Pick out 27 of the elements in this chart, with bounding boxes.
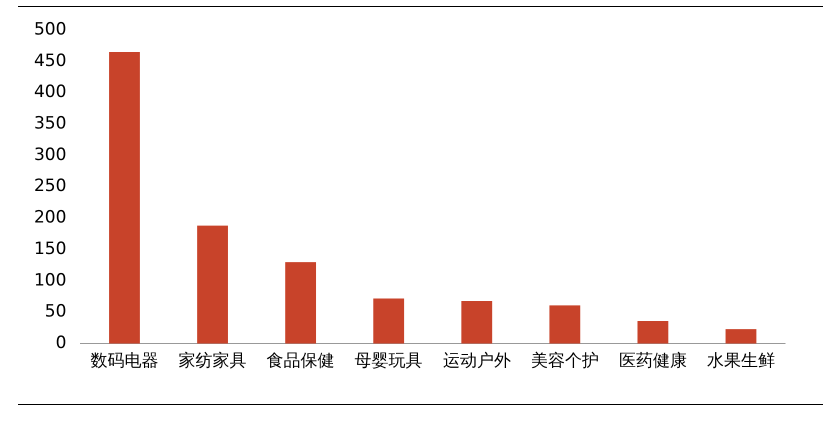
y-tick-label: 250 (34, 176, 66, 196)
y-tick-label: 50 (44, 302, 66, 322)
x-tick-label: 食品保健 (266, 351, 335, 372)
x-tick-label: 医药健康 (618, 351, 687, 372)
x-tick-label: 母婴玩具 (354, 351, 423, 372)
bar (285, 262, 316, 344)
y-tick-label: 100 (34, 270, 66, 290)
y-tick-label: 300 (34, 144, 66, 165)
y-tick-label: 500 (34, 19, 66, 40)
x-tick-label: 运动户外 (442, 351, 511, 372)
bar (373, 298, 404, 344)
bar (109, 52, 140, 344)
x-tick-label: 美容个护 (530, 351, 599, 372)
y-tick-label: 0 (56, 333, 66, 354)
y-tick-label: 200 (34, 208, 66, 228)
bar (549, 305, 580, 344)
bar (637, 321, 668, 344)
bar (197, 226, 228, 344)
x-tick-label: 数码电器 (90, 351, 158, 372)
bar (461, 300, 492, 344)
y-tick-label: 350 (34, 114, 66, 134)
y-tick-label: 450 (34, 50, 66, 71)
bar (726, 329, 756, 344)
x-tick-label: 家纺家具 (178, 351, 247, 372)
y-tick-label: 400 (34, 82, 66, 102)
x-tick-label: 水果生鲜 (706, 351, 775, 372)
y-tick-label: 150 (34, 238, 66, 259)
